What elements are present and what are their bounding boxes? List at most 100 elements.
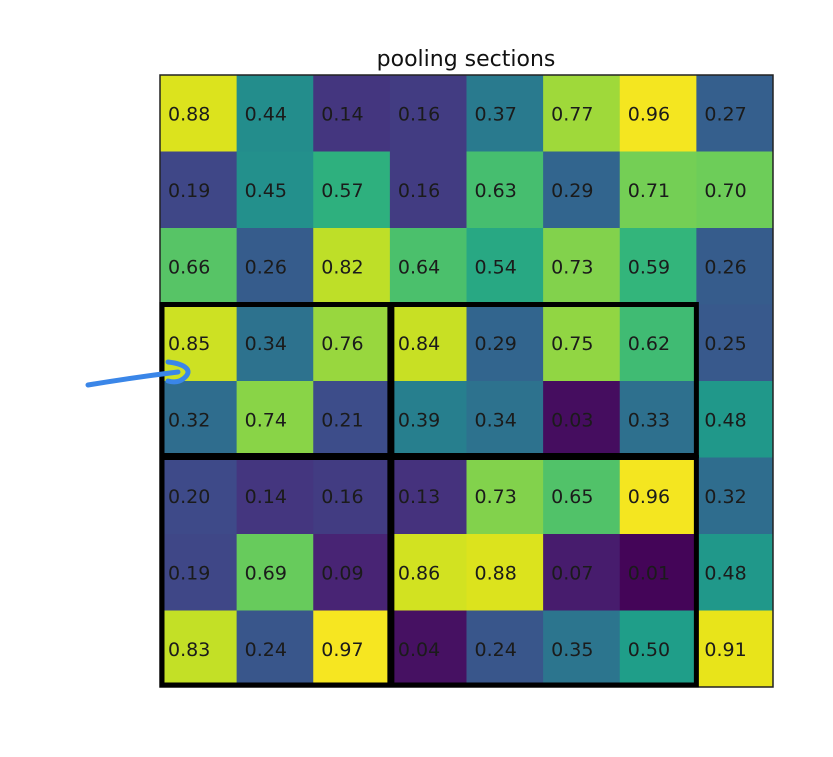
cell-value-label: 0.39 [398, 409, 440, 431]
heatmap-cell [160, 151, 238, 229]
cell-value-label: 0.82 [321, 256, 363, 278]
heatmap-cell [160, 228, 238, 305]
cell-value-label: 0.16 [321, 486, 363, 508]
cell-value-label: 0.76 [321, 333, 363, 355]
cell-value-label: 0.73 [475, 486, 517, 508]
heatmap-cell [313, 151, 391, 229]
cell-value-label: 0.45 [245, 180, 287, 202]
heatmap-cell [160, 534, 238, 611]
heatmap-cell [543, 151, 621, 229]
cell-value-label: 0.74 [245, 409, 287, 431]
heatmap-cell [619, 534, 697, 611]
cell-value-label: 0.29 [551, 180, 593, 202]
heatmap-cell [619, 304, 697, 382]
cell-value-label: 0.62 [628, 333, 670, 355]
heatmap-cell [466, 381, 544, 458]
heatmap-cell [236, 457, 314, 535]
cell-value-label: 0.96 [628, 486, 670, 508]
heatmap-cell [619, 75, 697, 152]
heatmap-cell [696, 304, 774, 382]
cell-value-label: 0.16 [398, 103, 440, 125]
cell-value-label: 0.83 [168, 639, 210, 661]
heatmap-cell [696, 457, 774, 535]
cell-value-label: 0.04 [398, 639, 440, 661]
pooling-section-boxes [159, 302, 699, 688]
cell-value-label: 0.84 [398, 333, 440, 355]
heatmap-cell [160, 381, 238, 458]
heatmap-cell [619, 151, 697, 229]
heatmap-cell [619, 381, 697, 458]
heatmap-cell [543, 381, 621, 458]
cell-value-label: 0.26 [704, 256, 746, 278]
heatmap-cell [313, 75, 391, 152]
heatmap-cell [466, 610, 544, 688]
heatmap-cell [696, 228, 774, 305]
heatmap-cell [543, 304, 621, 382]
cell-value-label: 0.07 [551, 562, 593, 584]
heatmap-cell [313, 610, 391, 688]
cell-value-label: 0.70 [704, 180, 746, 202]
heatmap-cell [466, 457, 544, 535]
cell-value-label: 0.37 [475, 103, 517, 125]
cell-value-label: 0.16 [398, 180, 440, 202]
cell-value-label: 0.66 [168, 256, 210, 278]
heatmap-cell [313, 381, 391, 458]
cell-value-label: 0.01 [628, 562, 670, 584]
heatmap-cell [160, 75, 238, 152]
heatmap-cell [389, 75, 467, 152]
heatmap-cell [236, 304, 314, 382]
chart-title: pooling sections [377, 47, 556, 72]
cell-value-label: 0.29 [475, 333, 517, 355]
cell-value-label: 0.73 [551, 256, 593, 278]
hand-drawn-arrow-annotation [85, 359, 191, 388]
cell-value-label: 0.32 [168, 409, 210, 431]
heatmap-cell [466, 228, 544, 305]
cell-value-label: 0.54 [475, 256, 517, 278]
cell-value-label: 0.13 [398, 486, 440, 508]
heatmap-cell [313, 228, 391, 305]
cell-value-label: 0.64 [398, 256, 440, 278]
cell-value-label: 0.88 [168, 103, 210, 125]
cell-value-label: 0.21 [321, 409, 363, 431]
cell-value-label: 0.24 [475, 639, 517, 661]
cell-value-label: 0.86 [398, 562, 440, 584]
heatmap-cell [543, 228, 621, 305]
heatmap-cell [236, 610, 314, 688]
heatmap-cell [313, 304, 391, 382]
heatmap-cell [389, 457, 467, 535]
cell-value-label: 0.26 [245, 256, 287, 278]
cell-value-label: 0.35 [551, 639, 593, 661]
heatmap-cell [389, 151, 467, 229]
arrow-icon [85, 359, 191, 388]
heatmap-cell [313, 534, 391, 611]
heatmap-cell [160, 610, 238, 688]
cell-value-label: 0.59 [628, 256, 670, 278]
cell-value-label: 0.03 [551, 409, 593, 431]
cell-value-label: 0.33 [628, 409, 670, 431]
heatmap-cell [466, 151, 544, 229]
cell-value-label: 0.14 [245, 486, 287, 508]
heatmap-cell [313, 457, 391, 535]
cell-value-label: 0.85 [168, 333, 210, 355]
pooling-section-box [389, 455, 699, 688]
heatmap-cells [160, 75, 774, 688]
cell-value-label: 0.48 [704, 409, 746, 431]
cell-value-label: 0.32 [704, 486, 746, 508]
cell-value-label: 0.88 [475, 562, 517, 584]
cell-value-label: 0.09 [321, 562, 363, 584]
cell-value-label: 0.34 [475, 409, 517, 431]
cell-value-label: 0.50 [628, 639, 670, 661]
cell-value-label: 0.24 [245, 639, 287, 661]
heatmap-cell [619, 228, 697, 305]
cell-value-label: 0.71 [628, 180, 670, 202]
cell-value-label: 0.27 [704, 103, 746, 125]
heatmap-cell [466, 534, 544, 611]
heatmap-cell [696, 381, 774, 458]
heatmap-cell [389, 381, 467, 458]
heatmap-cell [543, 534, 621, 611]
heatmap-cell [543, 610, 621, 688]
cell-value-label: 0.48 [704, 562, 746, 584]
cell-value-label: 0.65 [551, 486, 593, 508]
heatmap-cell [466, 75, 544, 152]
